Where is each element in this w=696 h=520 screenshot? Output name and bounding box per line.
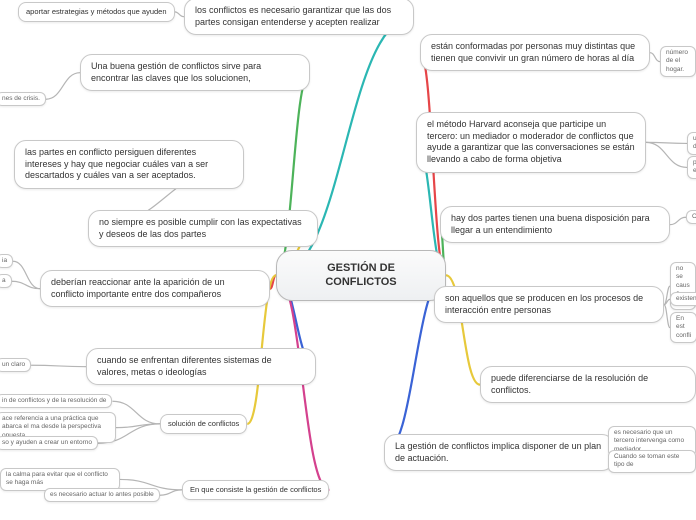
mindmap-node[interactable]: no siempre es posible cumplir con las ex… — [88, 210, 318, 247]
connector — [175, 12, 184, 17]
mindmap-node[interactable]: p e — [687, 156, 696, 179]
mindmap-node[interactable]: un claro — [0, 358, 31, 372]
connector — [31, 365, 86, 366]
mindmap-node[interactable]: ia — [0, 254, 13, 268]
mindmap-node[interactable]: deberían reaccionar ante la aparición de… — [40, 270, 270, 307]
connector — [116, 424, 160, 428]
connector — [646, 142, 687, 143]
mindmap-node[interactable]: solución de conflictos — [160, 414, 247, 434]
mindmap-node[interactable]: puede diferenciarse de la resolución de … — [480, 366, 696, 403]
center-node[interactable]: GESTIÓN DE CONFLICTOS — [276, 250, 446, 301]
mindmap-node[interactable]: La gestión de conflictos implica dispone… — [384, 434, 614, 471]
mindmap-node[interactable]: cuando se enfrentan diferentes sistemas … — [86, 348, 316, 385]
mindmap-node[interactable]: En est confli — [670, 312, 696, 343]
mindmap-node[interactable]: En que consiste la gestión de conflictos — [182, 480, 329, 500]
mindmap-node[interactable]: las partes en conflicto persiguen difere… — [14, 140, 244, 189]
mindmap-node[interactable]: nes de crisis. — [0, 92, 46, 106]
connector — [12, 281, 40, 288]
connector — [112, 401, 160, 424]
mindmap-node[interactable]: C — [686, 210, 696, 224]
mindmap-node[interactable]: in de conflictos y de la resolución de — [0, 394, 112, 408]
mindmap-node[interactable]: número de el hogar. — [660, 46, 696, 77]
mindmap-node[interactable]: los conflictos es necesario garantizar q… — [184, 0, 414, 35]
mindmap-node[interactable]: es necesario actuar lo antes posible — [44, 488, 160, 502]
mindmap-node[interactable]: el método Harvard aconseja que participe… — [416, 112, 646, 173]
connector — [46, 73, 80, 100]
mindmap-node[interactable]: Cuando se toman este tipo de — [608, 450, 696, 473]
connector — [646, 142, 687, 167]
connector — [650, 53, 660, 62]
mindmap-node[interactable]: so y ayuden a crear un entorno — [0, 436, 98, 450]
mindmap-node[interactable]: aportar estrategias y métodos que ayuden — [18, 2, 175, 22]
connector — [13, 261, 40, 288]
mindmap-node[interactable]: u d — [687, 132, 696, 155]
mindmap-node[interactable]: hay dos partes tienen una buena disposic… — [440, 206, 670, 243]
mindmap-node[interactable]: existen — [670, 292, 696, 306]
mindmap-node[interactable]: son aquellos que se producen en los proc… — [434, 286, 664, 323]
mindmap-node[interactable]: están conformadas por personas muy disti… — [420, 34, 650, 71]
connector — [160, 490, 182, 495]
connector — [670, 217, 686, 224]
mindmap-node[interactable]: Una buena gestión de conflictos sirve pa… — [80, 54, 310, 91]
mindmap-node[interactable]: a — [0, 274, 12, 288]
